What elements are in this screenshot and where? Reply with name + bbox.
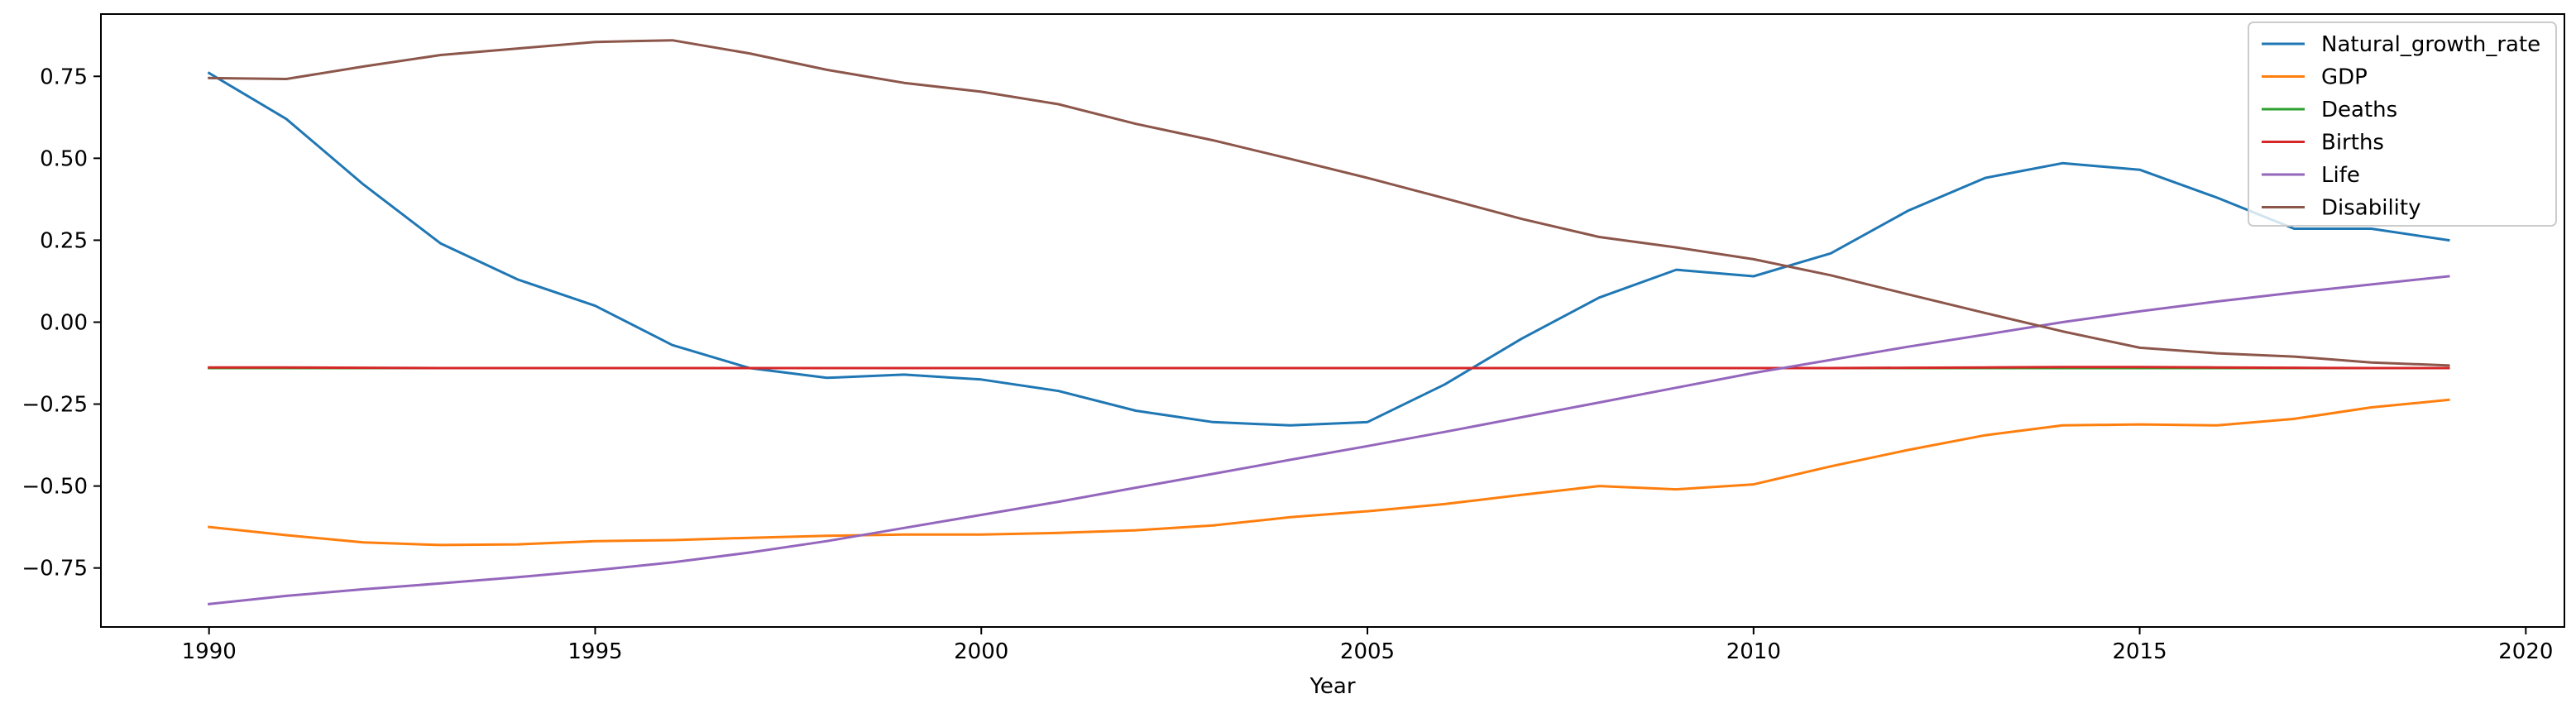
- y-tick-label: 0.00: [40, 310, 88, 335]
- series-line-births: [208, 366, 2450, 370]
- legend-label: Disability: [2321, 196, 2420, 221]
- legend-items: Natural_growth_rate GDP Deaths Births Life Di…: [2262, 32, 2540, 221]
- x-tick-label: 2015: [2112, 639, 2167, 664]
- x-tick-label: 2010: [1726, 639, 1781, 664]
- x-axis: 1990 1995 2000 2005 2010 2015 2020: [182, 627, 2553, 664]
- y-tick-label: 0.75: [40, 65, 88, 89]
- series-line-life: [208, 275, 2450, 605]
- legend: Natural_growth_rate GDP Deaths Births Life Di…: [2248, 22, 2557, 227]
- series-line-disability: [208, 39, 2450, 367]
- y-tick-label: 0.25: [40, 228, 88, 253]
- plot-frame: [100, 13, 2565, 628]
- y-tick-label: −0.75: [22, 557, 88, 581]
- legend-frame: [2248, 22, 2557, 227]
- legend-label: Natural_growth_rate: [2321, 32, 2540, 57]
- x-tick-label: 1995: [567, 639, 622, 664]
- legend-label: Life: [2321, 163, 2360, 188]
- x-tick-label: 2020: [2498, 639, 2553, 664]
- x-tick-label: 2000: [954, 639, 1008, 664]
- legend-label: GDP: [2321, 65, 2368, 90]
- x-tick-label: 1990: [182, 639, 237, 664]
- y-axis: −0.75 −0.50 −0.25 0.00 0.25 0.50 0.75: [22, 65, 101, 581]
- legend-label: Births: [2321, 131, 2384, 156]
- legend-label: Deaths: [2321, 98, 2397, 122]
- series-layer: [207, 39, 2450, 605]
- y-tick-label: −0.25: [22, 393, 88, 418]
- y-tick-label: 0.50: [40, 146, 88, 171]
- y-tick-label: −0.50: [22, 475, 88, 500]
- series-line-gdp: [208, 398, 2450, 547]
- series-line-natural-growth-rate: [207, 71, 2450, 427]
- x-tick-label: 2005: [1340, 639, 1395, 664]
- x-axis-label: Year: [1309, 674, 1355, 699]
